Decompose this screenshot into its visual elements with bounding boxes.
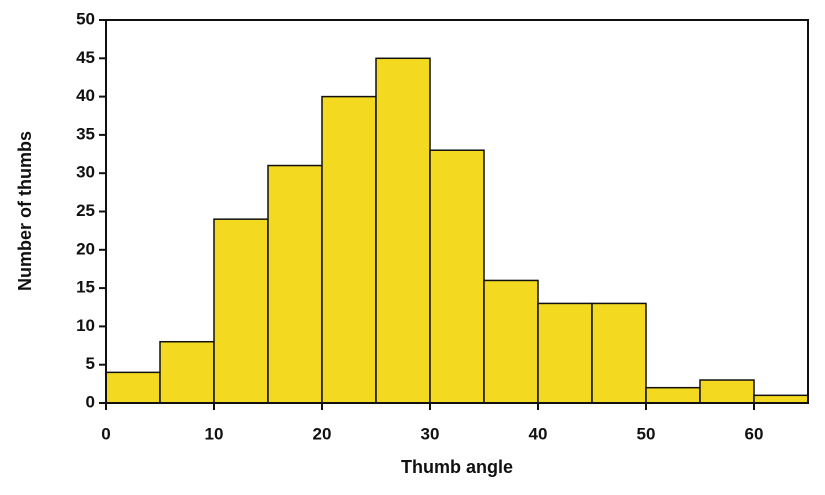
bar	[375, 57, 431, 404]
y-tick-label: 15	[76, 278, 95, 297]
bar	[483, 279, 539, 404]
bar	[537, 302, 593, 404]
x-tick-label: 10	[205, 424, 224, 443]
x-axis-title: Thumb angle	[401, 457, 513, 477]
bar	[699, 379, 755, 404]
bar	[159, 340, 215, 404]
y-tick-label: 20	[76, 239, 95, 258]
x-tick-label: 0	[101, 424, 110, 443]
bar	[645, 386, 701, 404]
bar	[267, 164, 323, 404]
x-tick-label: 50	[637, 424, 656, 443]
y-tick-label: 25	[76, 201, 95, 220]
bar	[753, 394, 809, 404]
bar	[105, 371, 161, 404]
y-tick-label: 35	[76, 124, 95, 143]
x-tick-label: 30	[421, 424, 440, 443]
x-tick-label: 40	[529, 424, 548, 443]
y-axis-title: Number of thumbs	[15, 131, 35, 291]
bar	[321, 95, 377, 404]
y-tick-label: 5	[86, 354, 95, 373]
y-tick-label: 40	[76, 86, 95, 105]
y-tick-label: 30	[76, 163, 95, 182]
y-tick-label: 50	[76, 9, 95, 28]
y-tick-label: 0	[86, 392, 95, 411]
y-tick-label: 45	[76, 48, 95, 67]
x-tick-label: 20	[313, 424, 332, 443]
bar	[591, 302, 647, 404]
bar	[429, 149, 485, 404]
x-tick-label: 60	[745, 424, 764, 443]
y-tick-label: 10	[76, 316, 95, 335]
bar	[213, 218, 269, 404]
